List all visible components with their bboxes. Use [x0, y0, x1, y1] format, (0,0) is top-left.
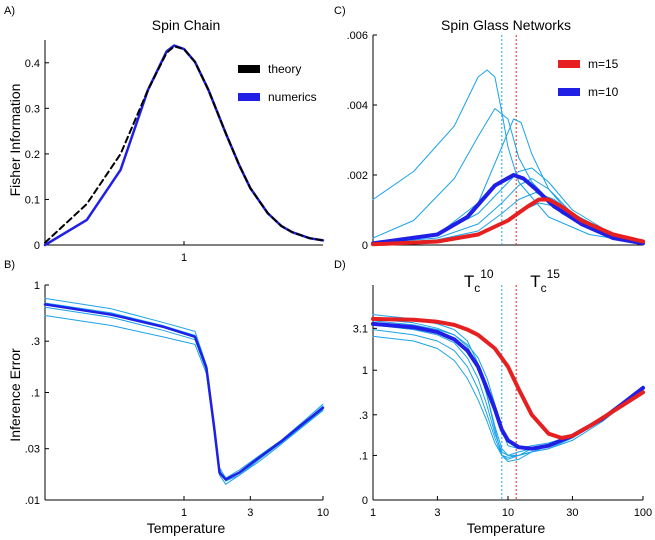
series-line: [371, 321, 645, 451]
panel-letter: A): [4, 5, 15, 17]
series-line: [44, 315, 324, 485]
y-tick-label: .1: [359, 450, 368, 462]
y-tick-label: 1: [34, 280, 40, 292]
x-tick-label: 10: [502, 507, 514, 519]
series-line: [44, 302, 324, 482]
y-tick-label: 0.1: [25, 194, 40, 206]
y-tick-label: .01: [25, 495, 40, 507]
series-line: [43, 303, 325, 481]
y-tick-label: 0.3: [25, 103, 40, 115]
tc-annotation: Tc10: [464, 267, 494, 295]
y-tick-label: 0: [362, 240, 368, 252]
tc-annotation: Tc15: [530, 267, 560, 295]
legend-label: theory: [268, 62, 301, 76]
series-line: [372, 69, 644, 244]
x-axis-label: Temperature: [467, 520, 546, 536]
series-line: [44, 297, 324, 479]
y-tick-label: .03: [25, 444, 40, 456]
x-tick-label: 1: [181, 507, 187, 519]
x-axis-label: Temperature: [147, 520, 226, 536]
y-tick-label: 3.1: [353, 323, 368, 335]
legend-swatch: [238, 93, 260, 101]
panel-a: A) Spin Chain Fisher Information 0 0.1 0.2…: [4, 5, 325, 264]
y-tick-label: .3: [31, 336, 40, 348]
panel-letter: B): [4, 259, 15, 271]
y-tick-label: 1: [362, 365, 368, 377]
panel-title: Spin Chain: [152, 17, 221, 33]
series-line: [372, 318, 644, 456]
y-axis-label: Inference Error: [7, 348, 23, 442]
x-tick-label: 100: [634, 507, 652, 519]
series-line: [371, 316, 645, 440]
y-tick-label: 0: [34, 240, 40, 252]
x-tick-label: 3: [247, 507, 253, 519]
y-tick-label: .1: [31, 388, 40, 400]
panel-b: B) Temperature Inference Error 1 .3 .1 .03.…: [4, 259, 329, 536]
panel-title: Spin Glass Networks: [441, 17, 571, 33]
y-axis-label: Fisher Information: [7, 84, 23, 197]
series-line: [372, 320, 644, 450]
y-tick-label: 0: [362, 495, 368, 507]
y-tick-label: .004: [347, 100, 368, 112]
series-theory: [44, 45, 324, 244]
y-tick-label: 0.2: [25, 149, 40, 161]
y-tick-label: .002: [347, 170, 368, 182]
legend-label: m=10: [588, 85, 619, 99]
series-line: [371, 197, 645, 247]
series-line: [372, 118, 644, 244]
y-tick-label: .006: [347, 30, 368, 42]
x-tick-label: 3: [434, 507, 440, 519]
series-line: [371, 173, 645, 246]
legend-swatch: [558, 60, 580, 68]
x-tick-label: 30: [566, 507, 578, 519]
y-tick-label: .3: [359, 410, 368, 422]
legend-swatch: [558, 88, 580, 96]
legend-label: numerics: [268, 90, 317, 104]
series-line: [372, 324, 644, 456]
legend-swatch: [238, 65, 260, 73]
y-tick-label: 0.4: [25, 58, 40, 70]
panel-c: C) Spin Glass Networks .006 .004 .002 0 m=15…: [334, 5, 645, 252]
x-tick-label: 1: [370, 507, 376, 519]
x-tick-label: 1: [181, 252, 187, 264]
legend-label: m=15: [588, 57, 619, 71]
panel-letter: D): [334, 259, 346, 271]
x-tick-label: 10: [317, 507, 329, 519]
panel-letter: C): [334, 5, 346, 17]
